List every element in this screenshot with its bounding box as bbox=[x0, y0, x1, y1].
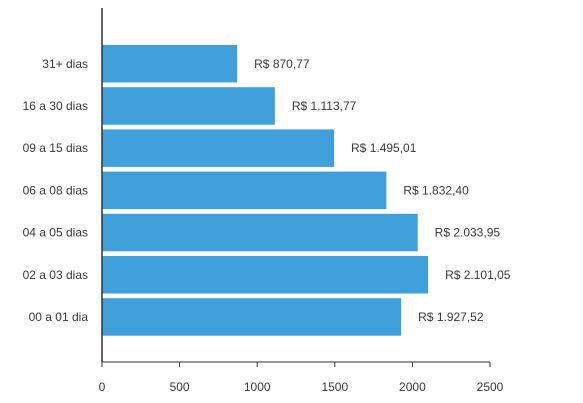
category-label-5: 02 a 03 dias bbox=[23, 268, 88, 282]
bar-1 bbox=[102, 87, 275, 125]
value-label-0: R$ 870,77 bbox=[254, 57, 310, 71]
bar-0 bbox=[102, 45, 238, 83]
labels-layer: 31+ dias R$ 870,77 16 a 30 dias R$ 1.113,77… bbox=[23, 57, 511, 324]
bars-layer bbox=[102, 45, 429, 336]
value-label-1: R$ 1.113,77 bbox=[292, 99, 357, 113]
category-label-6: 00 a 01 dia bbox=[29, 310, 89, 324]
value-label-2: R$ 1.495,01 bbox=[351, 141, 417, 155]
value-label-5: R$ 2.101,05 bbox=[445, 268, 511, 282]
category-label-4: 04 a 05 dias bbox=[23, 226, 88, 240]
category-label-3: 06 a 08 dias bbox=[23, 183, 88, 197]
bar-2 bbox=[102, 129, 335, 167]
category-label-0: 31+ dias bbox=[42, 57, 88, 71]
bar-3 bbox=[102, 171, 387, 210]
x-tick-label-3: 1500 bbox=[321, 380, 348, 394]
value-label-3: R$ 1.832,40 bbox=[403, 183, 469, 197]
x-tick-label-0: 0 bbox=[99, 380, 106, 394]
value-label-4: R$ 2.033,95 bbox=[435, 226, 501, 240]
bar-5 bbox=[102, 256, 429, 294]
axis-layer: 0 500 1000 1500 2000 2500 bbox=[99, 8, 504, 394]
x-tick-label-1: 500 bbox=[170, 380, 190, 394]
bar-6 bbox=[102, 298, 402, 336]
bar-4 bbox=[102, 213, 418, 252]
x-tick-label-5: 2500 bbox=[477, 380, 504, 394]
x-tick-label-4: 2000 bbox=[399, 380, 426, 394]
category-label-1: 16 a 30 dias bbox=[23, 99, 88, 113]
category-label-2: 09 a 15 dias bbox=[23, 141, 88, 155]
value-label-6: R$ 1.927,52 bbox=[418, 310, 484, 324]
x-tick-label-2: 1000 bbox=[244, 380, 271, 394]
